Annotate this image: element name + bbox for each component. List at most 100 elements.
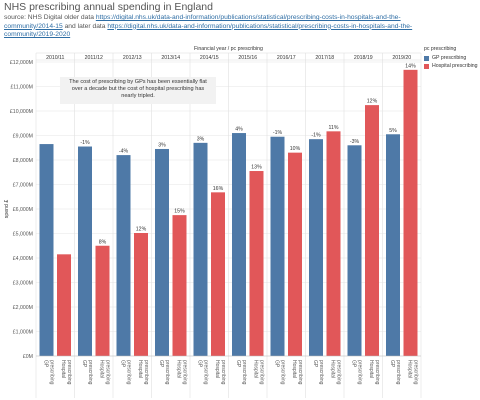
bar-gp [309,139,323,356]
x-tick-label: prescribing [413,360,419,385]
x-tick-label: prescribing [336,360,342,385]
x-tick-label: Hospital [99,360,105,378]
category-label: 2017/18 [315,55,334,61]
y-tick-label: £12,000M [10,60,33,66]
x-tick-label: prescribing [66,360,72,385]
y-tick-label: £10,000M [10,109,33,115]
data-label: 16% [213,186,224,192]
category-label: 2016/17 [277,55,296,61]
data-label: 4% [235,127,243,133]
x-tick-label: Hospital [176,360,182,378]
source-note: source: NHS Digital older data https://d… [4,14,424,40]
data-label: 11% [329,125,339,131]
legend-swatch-hospital [424,63,429,69]
chart-title: NHS prescribing annual spending in Engla… [4,1,213,13]
data-label: 13% [251,165,262,171]
x-tick-label: prescribing [126,360,132,385]
x-tick-label: prescribing [297,360,303,385]
x-tick-label: Hospital [407,360,413,378]
category-label: 2018/19 [354,55,373,61]
category-label: 2010/11 [46,55,64,61]
data-label: -1% [311,133,321,139]
y-tick-label: £1,000M [13,329,33,335]
source-link-older-data[interactable]: https://digital.nhs.uk/data-and-informat… [4,14,401,30]
bar-hospital [211,192,225,356]
annotation-box: The cost of prescribing by GPs has been … [60,77,216,104]
category-label: 2012/13 [123,55,142,61]
x-tick-label: GP [158,360,164,368]
x-tick-label: GP [81,360,87,368]
legend-item-gp[interactable]: GP prescribing [424,55,478,61]
category-label: 2014/15 [200,55,219,61]
x-tick-label: Hospital [60,360,66,378]
x-tick-label: prescribing [49,360,55,385]
y-tick-label: £9,000M [13,133,33,139]
bar-gp [155,148,169,356]
y-tick-label: £7,000M [13,182,33,188]
y-tick-label: £6,000M [13,207,33,213]
bar-hospital [326,131,341,356]
bar-hospital [172,215,187,356]
x-tick-label: prescribing [259,360,265,385]
data-label: -1% [80,140,90,146]
data-label: 14% [405,63,416,69]
data-label: -4% [119,149,129,155]
x-tick-label: GP [389,360,395,368]
x-tick-label: prescribing [182,360,188,385]
x-tick-label: prescribing [318,360,324,385]
data-label: -3% [350,139,360,145]
x-tick-label: GP [351,360,357,368]
legend-title: pc prescribing [424,46,457,52]
bar-gp [116,155,131,356]
bar-hospital [134,233,148,356]
y-tick-label: £2,000M [13,305,33,311]
bar-gp [78,146,92,356]
x-tick-label: Hospital [368,360,374,378]
bar-gp [386,134,400,356]
x-tick-label: GP [274,360,280,368]
x-tick-label: prescribing [105,360,111,385]
category-label: 2019/20 [392,55,411,61]
legend-label-hospital: Hospital prescribing [432,63,478,69]
y-axis-label: spend £ [4,200,10,219]
data-label: 5% [389,128,397,134]
bar-gp [193,142,208,356]
x-tick-label: prescribing [220,360,226,385]
x-tick-label: prescribing [203,360,209,385]
bar-hospital [249,171,264,356]
data-label: 3% [197,136,205,142]
x-tick-label: prescribing [87,360,93,385]
category-label: 2011/12 [85,55,103,61]
x-tick-label: GP [43,360,49,368]
x-tick-label: prescribing [280,360,286,385]
y-tick-label: £3,000M [13,280,33,286]
y-tick-label: £11,000M [10,84,33,90]
data-label: 12% [367,99,378,105]
source-middle: and later data [62,22,108,30]
bar-hospital [403,69,418,356]
y-tick-label: £4,000M [13,256,33,262]
x-tick-label: prescribing [164,360,170,385]
x-tick-label: GP [120,360,126,368]
x-tick-label: GP [312,360,318,368]
x-tick-label: prescribing [357,360,363,385]
category-label: 2013/14 [161,55,180,61]
x-tick-label: GP [235,360,241,368]
legend-label-gp: GP prescribing [432,55,467,61]
legend-item-hospital[interactable]: Hospital prescribing [424,63,478,69]
source-link-later-data[interactable]: https://digital.nhs.uk/data-and-informat… [4,22,413,39]
x-tick-label: Hospital [214,360,220,378]
data-label: 15% [174,209,185,215]
bar-gp [39,144,54,356]
x-tick-label: prescribing [395,360,401,385]
bar-gp [347,145,362,356]
source-prefix: source: NHS Digital older data [4,14,96,21]
data-label: 10% [290,146,301,152]
x-tick-label: Hospital [253,360,259,378]
legend-swatch-gp [424,55,429,61]
x-tick-label: Hospital [137,360,143,378]
bar-hospital [288,152,302,356]
y-tick-label: £5,000M [13,231,33,237]
data-label: -1% [273,130,283,136]
